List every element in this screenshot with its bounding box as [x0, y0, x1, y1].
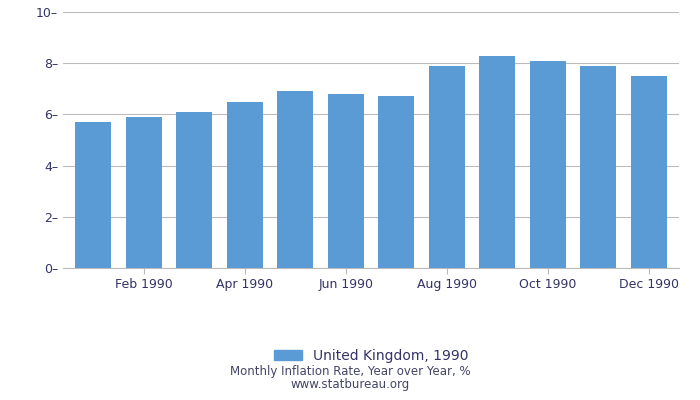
Bar — [529, 61, 566, 268]
Bar — [428, 66, 465, 268]
Bar — [378, 96, 414, 268]
Legend: United Kingdom, 1990: United Kingdom, 1990 — [268, 344, 474, 368]
Bar — [328, 94, 364, 268]
Bar — [479, 56, 515, 268]
Bar — [227, 102, 263, 268]
Bar — [125, 117, 162, 268]
Bar — [176, 112, 213, 268]
Text: www.statbureau.org: www.statbureau.org — [290, 378, 410, 391]
Bar — [75, 122, 111, 268]
Text: Monthly Inflation Rate, Year over Year, %: Monthly Inflation Rate, Year over Year, … — [230, 365, 470, 378]
Bar — [580, 66, 617, 268]
Bar — [277, 91, 314, 268]
Bar — [631, 76, 667, 268]
